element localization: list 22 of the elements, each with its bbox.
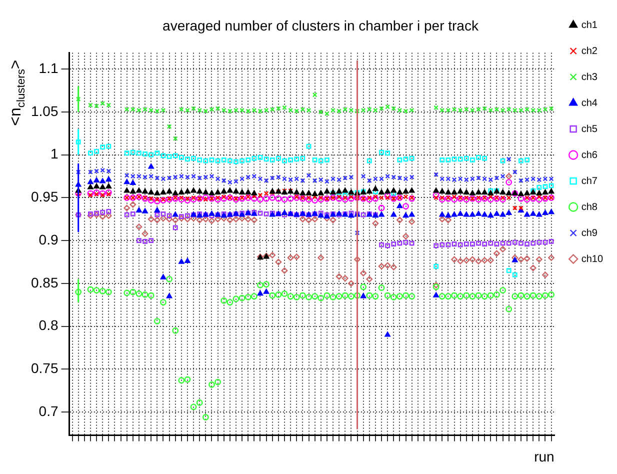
y-tick-label: 1.05 [31,102,58,119]
legend-label: ch8 [581,202,598,213]
y-tick-label: 0.8 [38,317,58,334]
y-tick-label: 1.1 [38,60,58,76]
y-tick-label: 0.95 [31,188,58,205]
legend-label: ch1 [581,20,598,31]
y-tick-label: 0.7 [38,402,58,419]
y-tick-label: 1 [50,146,58,162]
legend-label: ch7 [581,176,598,187]
y-axis-title: <nclusters> [7,60,28,126]
chart-title: averaged number of clusters in chamber i per track [162,17,480,34]
legend-label: ch6 [581,150,598,161]
y-tick-label: 0.9 [38,231,58,248]
legend-label: ch2 [581,46,598,57]
legend-label: ch4 [581,98,598,109]
x-axis-title: run [534,448,554,464]
legend-label: ch9 [581,228,598,239]
y-tick-label: 0.75 [31,360,58,376]
legend-label: ch3 [581,72,598,83]
legend-label: ch10 [581,254,604,265]
legend-label: ch5 [581,124,598,135]
y-tick-label: 0.85 [31,274,58,290]
